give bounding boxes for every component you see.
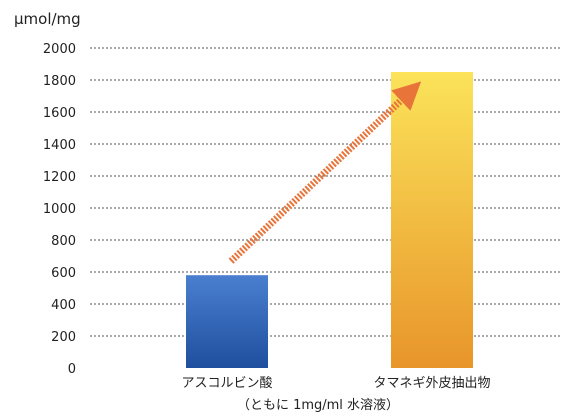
category-label: アスコルビン酸 [181,376,272,391]
y-tick-label: 200 [51,330,76,345]
grid-lines [90,47,560,337]
x-axis-categories: アスコルビン酸 タマネギ外皮抽出物 [181,376,490,391]
y-axis-ticks: 0 200 400 600 800 1000 1200 1400 1600 1800 2000 [43,42,76,377]
y-tick-label: 0 [68,362,76,377]
y-tick-label: 600 [51,266,76,281]
y-tick-label: 1800 [43,74,76,89]
y-axis-unit-label: µmol/mg [14,10,81,28]
y-tick-label: 2000 [43,42,76,57]
y-tick-label: 1600 [43,106,76,121]
y-tick-label: 400 [51,298,76,313]
concentration-note: （ともに 1mg/ml 水溶液） [237,398,399,413]
bar-1 [186,275,268,368]
y-tick-label: 1200 [43,170,76,185]
y-tick-label: 800 [51,234,76,249]
bar-2 [391,72,473,368]
trend-arrow [228,81,422,264]
trend-arrow-group [228,81,422,264]
y-tick-label: 1000 [43,202,76,217]
y-tick-label: 1400 [43,138,76,153]
bars [186,72,473,368]
category-label: タマネギ外皮抽出物 [373,376,490,391]
